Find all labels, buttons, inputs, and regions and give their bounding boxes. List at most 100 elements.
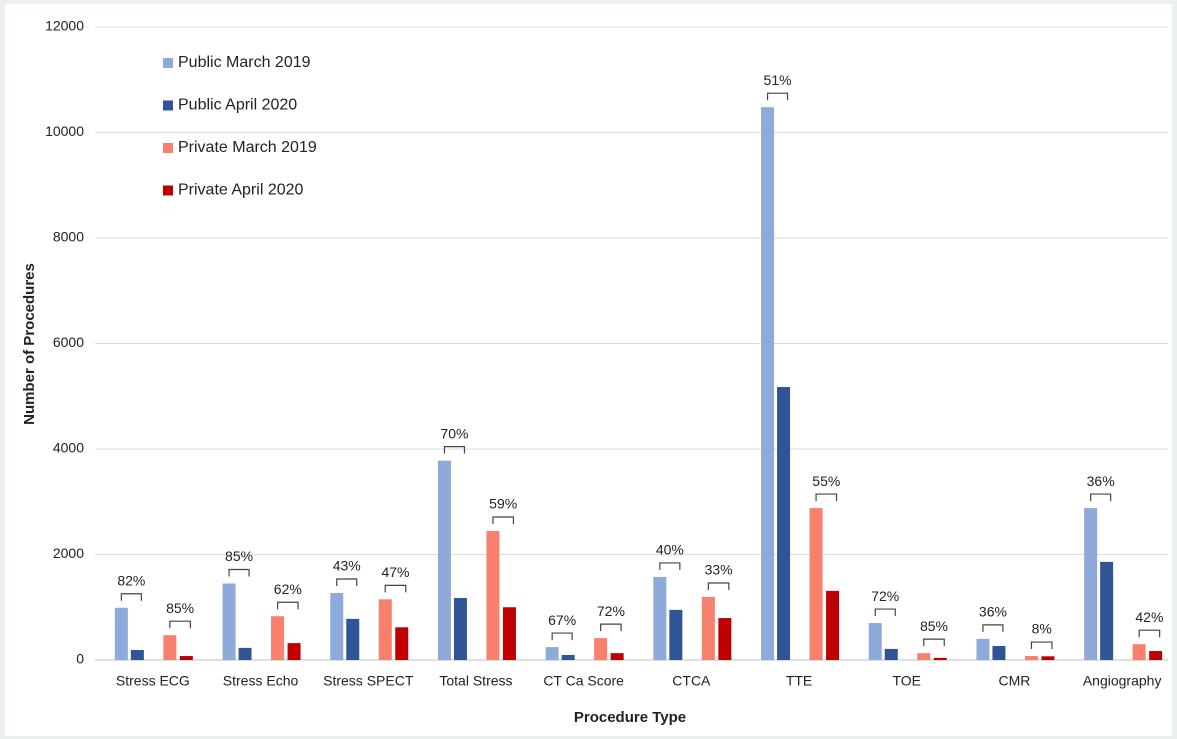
y-tick-label: 2000 [53, 545, 84, 561]
change-label: 72% [871, 588, 899, 604]
bar [809, 508, 823, 660]
bar [701, 596, 715, 660]
change-bracket [492, 516, 515, 525]
x-tick-label: TTE [786, 673, 812, 689]
bar [453, 598, 467, 660]
bar [761, 107, 775, 661]
bar [777, 387, 791, 660]
change-bracket [228, 568, 250, 577]
change-bracket [276, 601, 299, 610]
bar [1041, 656, 1055, 660]
change-bracket [923, 638, 945, 647]
change-label: 62% [274, 581, 302, 597]
bar [271, 616, 285, 660]
bar [1132, 644, 1146, 660]
bar [917, 653, 931, 660]
change-bracket [874, 608, 896, 617]
change-bracket [815, 493, 838, 502]
change-bracket [1090, 493, 1112, 502]
change-label: 70% [440, 425, 468, 441]
change-bracket [766, 92, 789, 101]
bar [502, 607, 516, 660]
change-label: 72% [597, 603, 625, 619]
change-label: 40% [656, 542, 684, 558]
y-axis-title: Number of Procedures [21, 263, 38, 425]
bar [1084, 508, 1098, 660]
change-bracket [707, 582, 730, 590]
bar [287, 643, 301, 660]
bar [868, 623, 882, 660]
change-label: 8% [1032, 621, 1052, 637]
x-tick-label: CT Ca Score [543, 673, 624, 689]
change-label: 51% [764, 72, 792, 88]
bar [653, 576, 667, 660]
legend-swatch [163, 58, 173, 68]
x-tick-label: Total Stress [439, 673, 512, 689]
y-tick-label: 8000 [53, 229, 84, 245]
y-tick-label: 12000 [45, 18, 84, 34]
change-bracket [551, 632, 573, 641]
bar [669, 609, 683, 660]
bar [330, 593, 344, 660]
change-label: 67% [548, 612, 576, 628]
y-tick-label: 10000 [45, 123, 84, 139]
bar [1100, 561, 1114, 660]
change-bracket [1138, 629, 1161, 638]
bar [395, 627, 409, 660]
change-label: 43% [333, 558, 361, 574]
change-label: 47% [381, 564, 409, 580]
y-tick-label: 0 [76, 651, 84, 667]
change-bracket [600, 623, 622, 632]
change-bracket [659, 562, 681, 570]
bar [437, 460, 451, 660]
bar [163, 635, 177, 660]
change-bracket [169, 620, 191, 629]
change-bracket [1030, 641, 1053, 650]
change-label: 59% [489, 496, 517, 512]
legend-swatch [163, 185, 173, 196]
x-tick-label: CTCA [672, 673, 711, 689]
x-tick-label: Stress SPECT [323, 673, 414, 689]
bar [933, 657, 947, 660]
plot-background [5, 4, 1172, 736]
bar [1149, 651, 1163, 660]
change-bracket [443, 446, 466, 454]
change-label: 85% [920, 618, 948, 634]
bar [610, 653, 624, 660]
bar [130, 649, 144, 660]
bar [238, 647, 252, 660]
legend-label: Public April 2020 [178, 97, 297, 114]
change-label: 36% [1087, 473, 1115, 489]
x-tick-label: CMR [999, 673, 1031, 689]
bar [346, 618, 360, 660]
bar [561, 654, 575, 660]
bar [826, 590, 840, 660]
legend-swatch [163, 143, 173, 153]
legend-swatch [163, 100, 173, 111]
change-bracket [336, 578, 358, 587]
x-axis-title: Procedure Type [574, 709, 686, 726]
legend-label: Public March 2019 [178, 54, 311, 71]
bar [545, 647, 559, 660]
bar [718, 618, 732, 660]
bar [222, 583, 236, 660]
change-label: 85% [225, 548, 253, 564]
change-label: 82% [117, 572, 145, 588]
legend-label: Private April 2020 [178, 182, 304, 199]
change-label: 42% [1135, 609, 1163, 625]
bar [378, 599, 392, 660]
y-tick-label: 6000 [53, 334, 84, 350]
legend-label: Private March 2019 [178, 139, 317, 156]
bar [179, 656, 193, 660]
y-tick-label: 4000 [53, 440, 84, 456]
change-label: 85% [166, 600, 194, 616]
bar [486, 531, 500, 660]
bar [594, 638, 608, 660]
x-tick-label: Stress ECG [116, 673, 190, 689]
x-tick-label: TOE [892, 673, 921, 689]
bar [976, 638, 990, 660]
x-tick-label: Angiography [1083, 673, 1162, 689]
change-label: 55% [812, 473, 840, 489]
change-bracket [982, 624, 1004, 632]
